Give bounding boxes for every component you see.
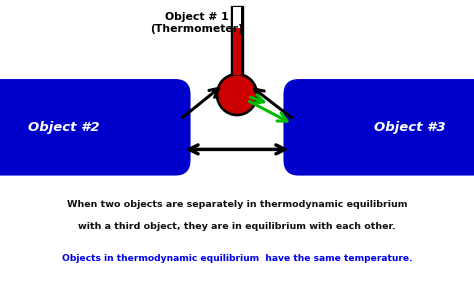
Bar <box>231 6 243 77</box>
Text: with a third object, they are in equilibrium with each other.: with a third object, they are in equilib… <box>78 223 396 231</box>
Text: Object # 1
(Thermometer): Object # 1 (Thermometer) <box>150 13 243 34</box>
Circle shape <box>216 73 258 116</box>
Bar <box>233 7 241 28</box>
Text: Objects in thermodynamic equilibrium  have the same temperature.: Objects in thermodynamic equilibrium hav… <box>62 253 412 262</box>
Text: Object #3: Object #3 <box>374 121 446 134</box>
Text: Object #2: Object #2 <box>28 121 100 134</box>
Circle shape <box>219 76 255 113</box>
FancyBboxPatch shape <box>283 79 474 175</box>
Bar <box>233 28 241 75</box>
FancyBboxPatch shape <box>0 79 191 175</box>
Text: When two objects are separately in thermodynamic equilibrium: When two objects are separately in therm… <box>67 200 407 209</box>
